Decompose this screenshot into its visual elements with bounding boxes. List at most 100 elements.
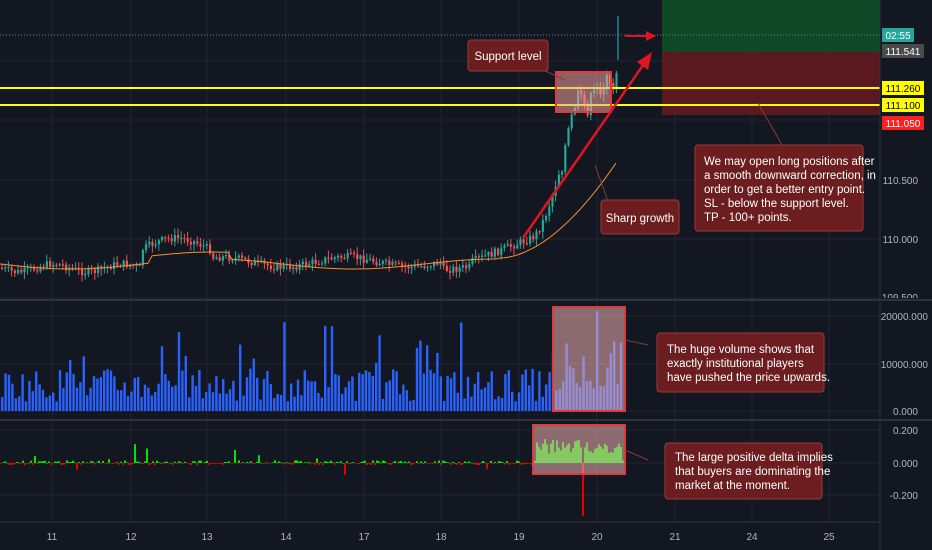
volume-bar bbox=[541, 396, 544, 411]
delta-bar bbox=[252, 463, 254, 465]
delta-bar bbox=[308, 462, 310, 463]
level-lower-tag: 111.100 bbox=[886, 101, 921, 112]
candle-body bbox=[541, 220, 544, 232]
delta-bar bbox=[524, 463, 526, 465]
volume-bar bbox=[351, 376, 354, 411]
delta-bar bbox=[416, 461, 418, 463]
delta-bar bbox=[30, 460, 32, 463]
delta-bar bbox=[374, 463, 376, 465]
candle-body bbox=[301, 261, 304, 265]
candle-body bbox=[330, 257, 333, 260]
time-tag: 02:55 bbox=[885, 31, 910, 42]
delta-bar bbox=[72, 460, 74, 463]
candle-body bbox=[87, 268, 90, 274]
delta-bar bbox=[414, 463, 416, 464]
delta-bar bbox=[506, 461, 508, 463]
delta-bar bbox=[204, 462, 206, 463]
delta-bar bbox=[514, 463, 516, 465]
delta-bar bbox=[430, 463, 432, 464]
delta-bar bbox=[296, 460, 298, 463]
candle-body bbox=[244, 257, 247, 259]
delta-bar bbox=[328, 462, 330, 463]
volume-bar bbox=[548, 372, 551, 411]
candle-body bbox=[509, 244, 512, 247]
delta-bar bbox=[284, 462, 286, 464]
delta-bar bbox=[294, 460, 296, 463]
delta-bar bbox=[146, 448, 148, 463]
delta-bar bbox=[270, 463, 272, 464]
delta-bar bbox=[34, 456, 36, 463]
time-tick-13: 13 bbox=[201, 532, 213, 543]
plan-callout-line-5: TP - 100+ points. bbox=[704, 212, 792, 224]
delta-bar bbox=[488, 463, 490, 464]
candle-body bbox=[135, 264, 138, 266]
support-callout-text: Support level bbox=[474, 51, 541, 63]
time-tick-14: 14 bbox=[280, 532, 292, 543]
volume-bar bbox=[218, 393, 221, 411]
delta-bar bbox=[278, 461, 280, 463]
volume-bar bbox=[415, 347, 419, 411]
volume-bar bbox=[194, 385, 198, 411]
delta-bar bbox=[518, 461, 520, 463]
candle-body bbox=[407, 266, 410, 269]
candle-body bbox=[177, 234, 180, 239]
candle-body bbox=[276, 263, 279, 270]
candle-body bbox=[359, 255, 362, 260]
volume-bar bbox=[412, 399, 415, 411]
support-highlight-box bbox=[555, 71, 612, 113]
time-tick-12: 12 bbox=[125, 532, 137, 543]
candle-body bbox=[81, 269, 84, 276]
volume-bar bbox=[290, 383, 293, 411]
volume-bar bbox=[354, 400, 357, 411]
delta-bar bbox=[240, 463, 242, 464]
candle-body bbox=[519, 239, 522, 245]
delta-bar bbox=[152, 461, 154, 463]
volume-callout-leader bbox=[624, 339, 649, 346]
delta-axis: 0.200 0.000 -0.200 bbox=[890, 426, 919, 502]
delta-bar bbox=[362, 461, 364, 463]
candle-body bbox=[557, 174, 560, 187]
delta-bar bbox=[400, 460, 402, 463]
time-tick-20: 20 bbox=[591, 532, 603, 543]
delta-bar bbox=[16, 461, 18, 463]
candle-body bbox=[538, 231, 541, 233]
delta-bar bbox=[364, 460, 366, 463]
candle-body bbox=[167, 237, 170, 239]
volume-bar bbox=[307, 380, 310, 411]
delta-callout-line-3: market at the moment. bbox=[675, 480, 790, 492]
delta-bar bbox=[100, 463, 102, 464]
candle-body bbox=[365, 259, 368, 263]
delta-bar bbox=[56, 461, 58, 463]
volume-bar bbox=[361, 374, 364, 411]
volume-bar bbox=[300, 395, 303, 411]
volume-bar bbox=[147, 387, 150, 411]
delta-bar bbox=[386, 463, 388, 464]
delta-bar bbox=[160, 462, 162, 464]
candle-body bbox=[234, 257, 237, 261]
delta-bar bbox=[332, 462, 334, 463]
candle-body bbox=[215, 257, 218, 259]
delta-bar bbox=[434, 461, 436, 463]
delta-bar bbox=[376, 460, 378, 463]
candle-body bbox=[394, 262, 397, 264]
delta-bar bbox=[78, 462, 80, 463]
volume-bar bbox=[524, 369, 527, 411]
time-tick-25: 25 bbox=[823, 532, 835, 543]
candle-body bbox=[77, 267, 80, 270]
volume-tick-20000: 20000.000 bbox=[881, 312, 929, 323]
volume-callout: The huge volume shows that exactly insti… bbox=[656, 332, 830, 393]
candle-body bbox=[535, 231, 538, 240]
candle-body bbox=[346, 253, 349, 259]
delta-bar bbox=[420, 461, 422, 463]
delta-bar bbox=[454, 462, 456, 464]
volume-bar bbox=[507, 370, 510, 411]
volume-bar bbox=[239, 344, 242, 411]
volume-bar bbox=[205, 391, 208, 411]
candle-body bbox=[93, 269, 96, 274]
delta-bar bbox=[158, 462, 160, 463]
delta-bar bbox=[20, 463, 22, 465]
volume-bar bbox=[21, 374, 24, 411]
candle-body bbox=[231, 260, 234, 262]
volume-bar bbox=[245, 377, 249, 411]
volume-bar bbox=[11, 383, 14, 411]
